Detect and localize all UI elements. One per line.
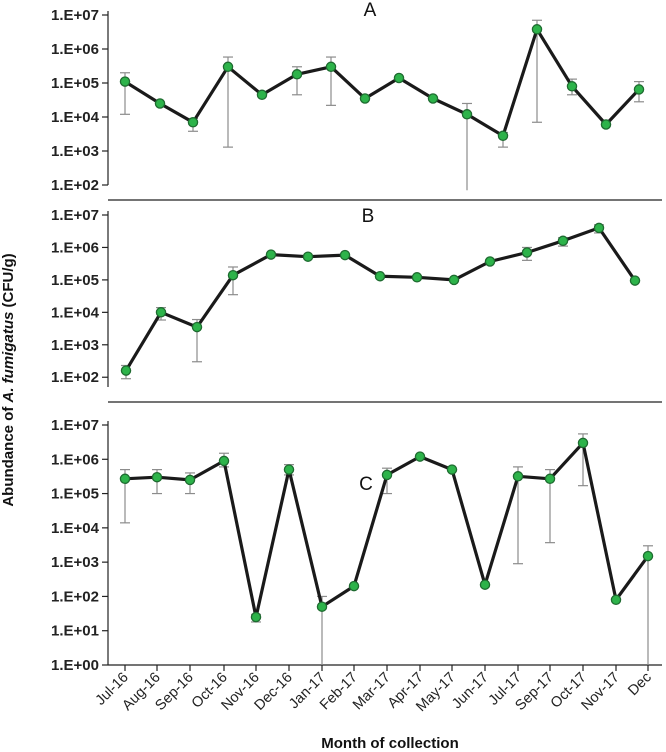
y-tick-label: 1.E+07	[51, 7, 99, 24]
data-point	[339, 249, 351, 261]
data-point	[119, 473, 131, 485]
x-tick-label: Dec	[625, 670, 655, 700]
y-tick-label: 1.E+02	[51, 177, 99, 194]
data-point	[497, 130, 509, 142]
plot-area: 1.E+021.E+031.E+041.E+051.E+061.E+07 A1.E…	[51, 0, 662, 715]
y-tick-label: 1.E+03	[51, 554, 99, 571]
y-axis-title-unit: (CFU/g)	[0, 253, 17, 311]
data-point	[119, 76, 131, 87]
data-point	[577, 437, 589, 449]
x-axis-title: Month of collection	[321, 735, 458, 752]
data-point	[283, 464, 295, 475]
data-point	[155, 307, 167, 318]
data-point	[359, 93, 371, 104]
data-point	[566, 81, 578, 92]
data-point	[187, 117, 199, 128]
y-axis-title-species: A. fumigatus	[0, 312, 17, 404]
data-point	[151, 471, 163, 483]
data-point	[265, 249, 277, 260]
data-point	[227, 269, 239, 281]
data-point	[250, 611, 262, 623]
data-point	[446, 464, 458, 475]
x-tick-label: Mar-17	[350, 670, 394, 714]
y-tick-label: 1.E+02	[51, 588, 99, 605]
data-point	[448, 274, 460, 286]
data-point	[348, 580, 360, 592]
data-point	[291, 69, 303, 80]
data-point	[479, 579, 491, 590]
data-point	[325, 61, 337, 73]
y-tick-label: 1.E+03	[51, 337, 99, 354]
data-point	[302, 251, 314, 262]
data-point	[222, 61, 234, 73]
data-point	[593, 222, 605, 234]
data-point	[461, 109, 473, 120]
y-tick-label: 1.E+07	[51, 417, 99, 434]
data-point	[427, 93, 439, 104]
data-point	[374, 270, 386, 282]
x-tick-label: Jun-17	[449, 670, 492, 713]
y-tick-label: 1.E+05	[51, 272, 99, 289]
panel-B: 1.E+02 1.E+03 1.E+04 1.E+05 1.E+06 1.E+07 B	[51, 206, 662, 403]
data-point	[531, 24, 543, 35]
data-point	[642, 550, 654, 562]
y-tick-label: 1.E+06	[51, 239, 99, 256]
data-point	[629, 275, 641, 286]
series-line	[124, 226, 637, 372]
series-line	[124, 27, 641, 138]
data-point	[600, 119, 612, 130]
y-tick-label: 1.E+05	[51, 75, 99, 92]
data-point	[512, 471, 524, 482]
data-point	[414, 451, 426, 462]
data-point	[316, 601, 328, 612]
data-point	[218, 455, 230, 467]
y-tick-label: 1.E+04	[51, 520, 100, 537]
panel-C: 1.E+00 1.E+01 1.E+02 1.E+03 1.E+04 1.E+05 1.E+…	[51, 417, 662, 674]
x-axis-ticks: Jul-16Aug-16Sep-16Oct-16Nov-16Dec-16Jan-…	[93, 665, 655, 715]
y-tick-label: 1.E+01	[51, 623, 99, 640]
data-point	[120, 365, 132, 376]
y-tick-label: 1.E+06	[51, 41, 99, 58]
panel-A: 1.E+02 1.E+03 1.E+04 1.E+05 1.E+06 1.E+07 A	[51, 0, 662, 201]
y-tick-label: 1.E+05	[51, 486, 99, 503]
data-point	[256, 89, 268, 101]
data-point	[484, 256, 496, 267]
svg-text:Abundance of A. fumigatus (CFU: Abundance of A. fumigatus (CFU/g)	[0, 253, 17, 506]
y-tick-label: 1.E+04	[51, 109, 100, 126]
data-point	[184, 474, 196, 486]
data-point	[191, 321, 203, 333]
panel-label: C	[359, 474, 373, 495]
y-tick-label: 1.E+03	[51, 143, 99, 160]
y-tick-label: 1.E+06	[51, 451, 99, 468]
panel-label: B	[362, 206, 375, 227]
data-point	[154, 98, 166, 109]
y-tick-label: 1.E+00	[51, 657, 99, 674]
panel-label: A	[364, 0, 377, 21]
data-point	[610, 594, 622, 606]
y-tick-label: 1.E+07	[51, 207, 99, 224]
data-point	[393, 72, 405, 84]
y-tick-label: 1.E+04	[51, 304, 100, 321]
y-tick-label: 1.E+02	[51, 369, 99, 386]
data-point	[521, 247, 533, 258]
y-axis-title-prefix: Abundance of	[0, 403, 17, 507]
data-point	[557, 235, 569, 247]
data-point	[633, 84, 645, 95]
data-point	[544, 473, 556, 485]
data-point	[411, 272, 423, 283]
data-point	[381, 469, 393, 481]
y-axis-title: Abundance of A. fumigatus (CFU/g)	[0, 253, 17, 506]
